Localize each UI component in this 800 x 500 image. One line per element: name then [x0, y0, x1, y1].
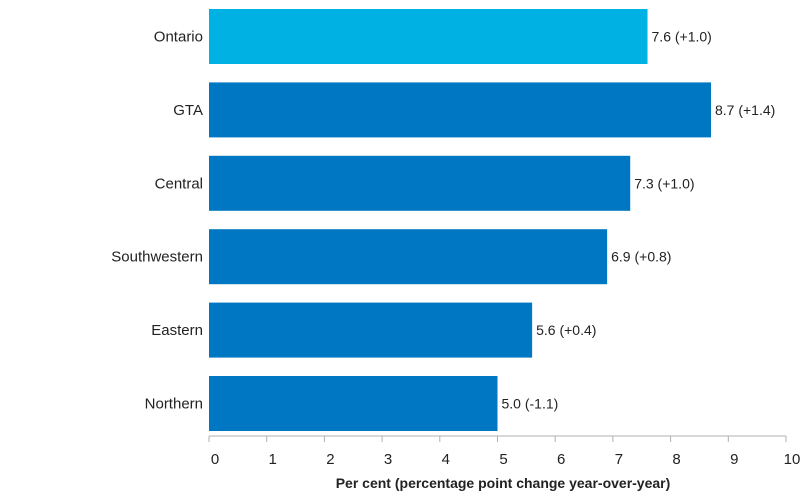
- x-tick-label-5: 5: [499, 451, 507, 468]
- category-label-gta: GTA: [173, 102, 203, 119]
- value-label-northern: 5.0 (-1.1): [502, 396, 559, 412]
- value-label-southwestern: 6.9 (+0.8): [611, 249, 671, 265]
- value-label-eastern: 5.6 (+0.4): [536, 322, 596, 338]
- bars-group: [209, 9, 711, 431]
- x-tick-label-7: 7: [615, 451, 623, 468]
- x-tick-label-3: 3: [384, 451, 392, 468]
- x-axis: 0 1 2 3 4 5 6 7 8 9 10: [208, 435, 800, 468]
- category-label-southwestern: Southwestern: [111, 249, 203, 266]
- category-label-central: Central: [155, 175, 203, 192]
- bar-central: [209, 155, 631, 211]
- x-tick-label-4: 4: [442, 451, 450, 468]
- bar-southwestern: [209, 229, 608, 285]
- value-label-central: 7.3 (+1.0): [634, 175, 694, 191]
- x-axis-title: Per cent (percentage point change year-o…: [336, 475, 671, 491]
- x-tick-label-8: 8: [672, 451, 680, 468]
- x-tick-label-1: 1: [269, 451, 277, 468]
- category-label-eastern: Eastern: [151, 322, 203, 339]
- x-tick-label-10: 10: [784, 451, 800, 468]
- x-tick-label-9: 9: [730, 451, 738, 468]
- x-tick-label-2: 2: [326, 451, 334, 468]
- x-tick-label-6: 6: [557, 451, 565, 468]
- bar-northern: [209, 376, 498, 431]
- x-tick-label-0: 0: [211, 451, 219, 468]
- bar-gta: [209, 82, 711, 138]
- value-label-gta: 8.7 (+1.4): [715, 102, 775, 118]
- category-label-northern: Northern: [145, 396, 203, 413]
- bar-ontario: [209, 9, 648, 64]
- bar-eastern: [209, 302, 533, 358]
- value-labels: 7.6 (+1.0) 8.7 (+1.4) 7.3 (+1.0) 6.9 (+0.8)…: [502, 29, 776, 412]
- category-label-ontario: Ontario: [154, 29, 203, 46]
- category-labels: Ontario GTA Central Southwestern Eastern Nort…: [111, 29, 203, 413]
- value-label-ontario: 7.6 (+1.0): [652, 29, 712, 45]
